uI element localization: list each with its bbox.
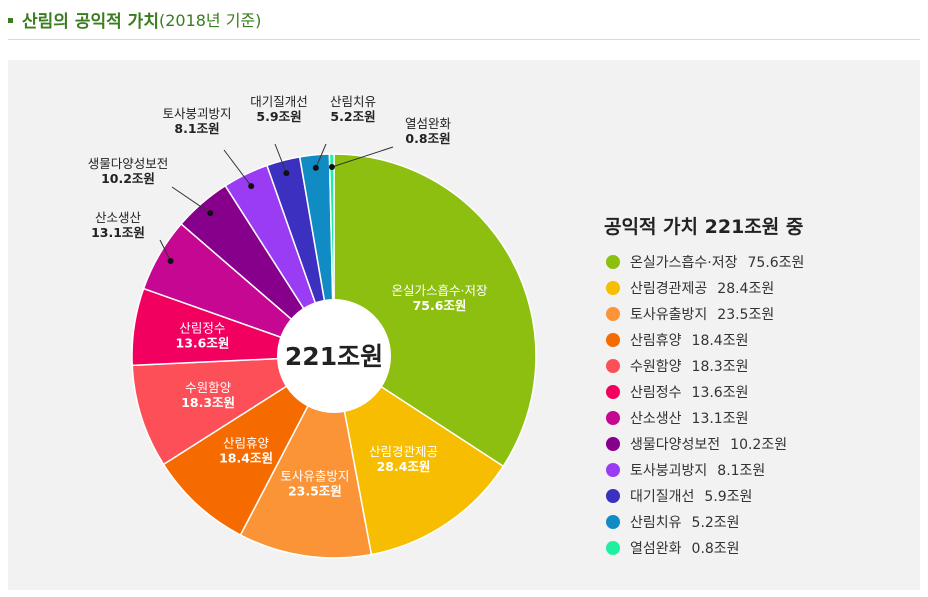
- legend-color-dot: [606, 437, 620, 451]
- legend-item: 수원함양 18.3조원: [604, 353, 804, 379]
- legend-value: 10.2조원: [730, 437, 788, 453]
- title-bullet-icon: [8, 17, 13, 23]
- legend-label: 대기질개선: [630, 489, 695, 505]
- legend-value: 5.2조원: [691, 515, 740, 531]
- slice-label-5: 수원함양 18.3조원: [181, 380, 235, 410]
- leader-dot-10: [283, 170, 290, 177]
- legend-item: 산소생산 13.1조원: [604, 405, 804, 431]
- legend-color-dot: [606, 281, 620, 295]
- page-subtitle: (2018년 기준): [158, 11, 262, 30]
- pie-slice-4: [162, 353, 336, 537]
- leader-dot-7: [167, 258, 174, 264]
- legend-item: 토사붕괴방지 8.1조원: [604, 457, 804, 483]
- legend-value: 8.1조원: [717, 463, 766, 479]
- legend-color-dot: [606, 255, 620, 269]
- legend-value: 5.9조원: [704, 489, 753, 505]
- legend-label: 산림치유: [630, 515, 682, 531]
- leader-dot-9: [248, 183, 255, 190]
- legend-label: 산림경관제공: [630, 281, 708, 297]
- slice-label-3: 토사유출방지 23.5조원: [280, 469, 349, 499]
- legend-color-dot: [606, 541, 620, 555]
- slice-label-4: 산림휴양 18.4조원: [219, 436, 273, 466]
- slice-label-1: 온실가스흡수·저장 75.6조원: [392, 283, 488, 313]
- leader-dot-8: [207, 210, 214, 217]
- leader-dot-11: [312, 164, 319, 171]
- leader-line-11: [315, 143, 327, 169]
- slice-label-9: 토사붕괴방지 8.1조원: [162, 106, 231, 136]
- leader-dot-12: [328, 164, 335, 170]
- page-header: 산림의 공익적 가치 (2018년 기준): [8, 6, 261, 32]
- legend-color-dot: [606, 463, 620, 477]
- legend-value: 18.4조원: [691, 333, 749, 349]
- legend-item: 산림정수 13.6조원: [604, 379, 804, 405]
- legend-color-dot: [606, 385, 620, 399]
- donut-hole: [277, 299, 391, 413]
- legend-label: 토사유출방지: [630, 307, 708, 323]
- legend-title: 공익적 가치 221조원 중: [604, 216, 804, 238]
- legend-item: 산림경관제공 28.4조원: [604, 275, 804, 301]
- leader-line-12: [331, 146, 394, 168]
- legend-item: 산림치유 5.2조원: [604, 509, 804, 535]
- page-title: 산림의 공익적 가치: [22, 11, 159, 32]
- slice-label-11: 산림치유 5.2조원: [330, 94, 376, 124]
- header-divider: [8, 39, 920, 40]
- legend-label: 열섬완화: [630, 541, 682, 557]
- legend-color-dot: [606, 307, 620, 321]
- legend-item: 산림휴양 18.4조원: [604, 327, 804, 353]
- legend-item: 대기질개선 5.9조원: [604, 483, 804, 509]
- legend-color-dot: [606, 359, 620, 373]
- legend-item: 열섬완화 0.8조원: [604, 535, 804, 561]
- legend-label: 산소생산: [630, 411, 682, 427]
- legend-item: 온실가스흡수·저장 75.6조원: [604, 249, 804, 275]
- legend-label: 생물다양성보전: [630, 437, 721, 453]
- legend-label: 산림정수: [630, 385, 682, 401]
- leader-line-9: [223, 149, 252, 187]
- legend-value: 18.3조원: [691, 359, 749, 375]
- legend-label: 수원함양: [630, 359, 682, 375]
- legend-item: 생물다양성보전 10.2조원: [604, 431, 804, 457]
- legend-color-dot: [606, 489, 620, 503]
- legend-value: 13.1조원: [691, 411, 749, 427]
- slice-label-10: 대기질개선 5.9조원: [250, 94, 308, 124]
- slice-label-6: 산림정수 13.6조원: [176, 321, 230, 351]
- pie-slice-2: [332, 354, 505, 556]
- legend-label: 온실가스흡수·저장: [630, 255, 738, 271]
- pie-slice-5: [131, 355, 337, 466]
- leader-line-8: [171, 186, 211, 214]
- legend-color-dot: [606, 333, 620, 347]
- legend-label: 산림휴양: [630, 333, 682, 349]
- legend-value: 23.5조원: [717, 307, 775, 323]
- slice-label-2: 산림경관제공 28.4조원: [369, 444, 438, 474]
- leader-line-7: [159, 239, 172, 262]
- legend-value: 28.4조원: [717, 281, 775, 297]
- legend-color-dot: [606, 515, 620, 529]
- legend-value: 0.8조원: [691, 541, 740, 557]
- slice-label-8: 생물다양성보전 10.2조원: [88, 156, 169, 186]
- legend-value: 13.6조원: [691, 385, 749, 401]
- slice-label-7: 산소생산 13.1조원: [91, 210, 145, 240]
- legend-item: 토사유출방지 23.5조원: [604, 301, 804, 327]
- legend-value: 75.6조원: [747, 255, 805, 271]
- legend-label: 토사붕괴방지: [630, 463, 708, 479]
- pie-center-label: 221조원: [285, 342, 383, 371]
- slice-label-12: 열섬완화 0.8조원: [405, 116, 452, 146]
- leader-line-10: [274, 143, 287, 174]
- legend-color-dot: [606, 411, 620, 425]
